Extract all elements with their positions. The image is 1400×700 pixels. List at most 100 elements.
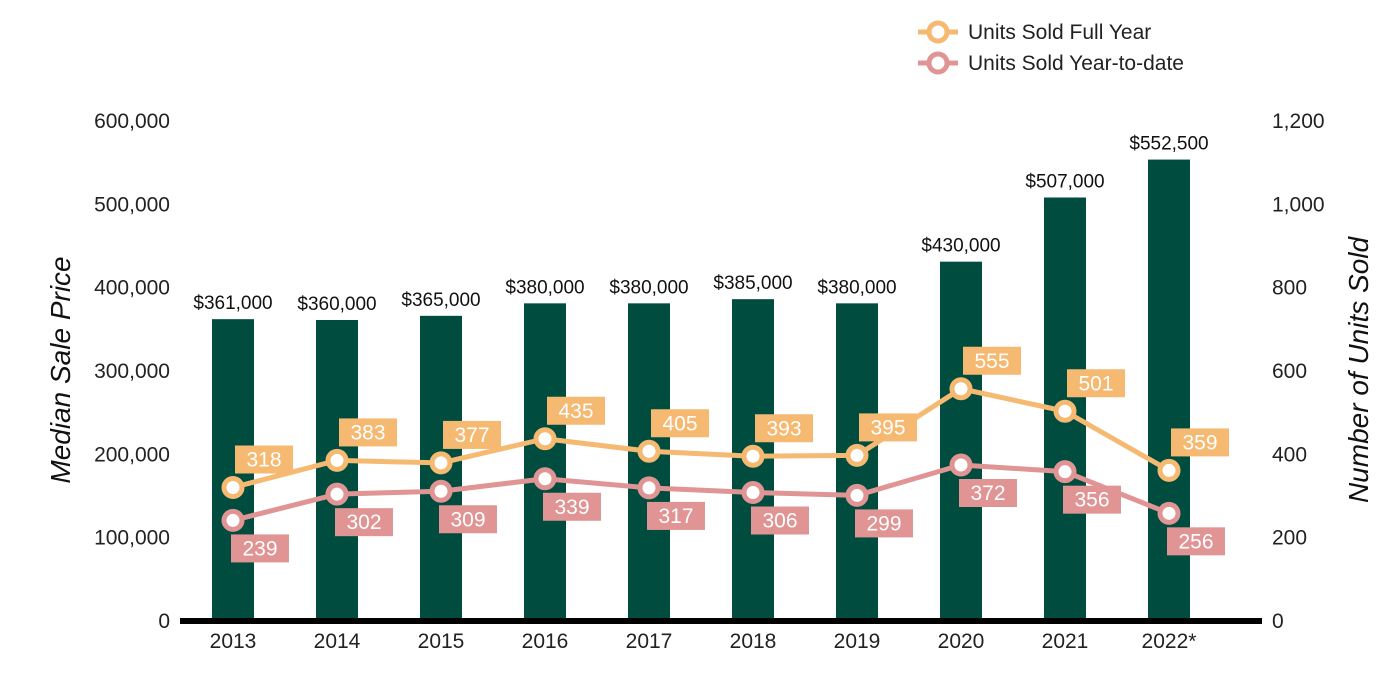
data-label: 239 — [242, 537, 277, 560]
bar — [524, 303, 566, 620]
series-point — [429, 451, 453, 475]
y2-tick-label: 200 — [1272, 527, 1307, 550]
series-point — [221, 476, 245, 499]
data-label-box — [859, 413, 917, 442]
legend-label: Units Sold Full Year — [968, 21, 1151, 44]
x-tick-label: 2020 — [938, 630, 985, 653]
data-label: 405 — [662, 412, 697, 435]
y2-tick-label: 600 — [1272, 360, 1307, 383]
data-label: 309 — [450, 508, 485, 531]
legend-swatch-marker — [926, 20, 950, 44]
y-tick-label: 500,000 — [94, 193, 170, 216]
y-tick-label: 300,000 — [94, 360, 170, 383]
legend-swatch-marker — [926, 51, 950, 75]
bar-value-label: $507,000 — [1025, 172, 1104, 193]
data-label: 256 — [1178, 530, 1213, 553]
data-label: 395 — [870, 416, 905, 439]
y-tick-label: 600,000 — [94, 110, 170, 133]
data-label-box — [751, 506, 809, 535]
bar-value-label: $380,000 — [505, 277, 584, 298]
x-tick-label: 2016 — [522, 630, 569, 653]
bar — [940, 261, 982, 620]
data-label: 339 — [554, 496, 589, 519]
bar-value-label: $361,000 — [193, 293, 272, 314]
data-label-box — [1063, 485, 1121, 514]
series-point — [741, 481, 765, 504]
bar-value-label: $430,000 — [921, 236, 1000, 257]
data-label-box — [963, 346, 1021, 375]
bar-value-label: $552,500 — [1129, 134, 1208, 155]
data-label-box — [651, 409, 709, 438]
series-point — [637, 476, 661, 500]
data-label: 317 — [658, 505, 693, 528]
data-label: 372 — [970, 482, 1005, 505]
series-point — [325, 448, 349, 472]
data-label: 393 — [766, 417, 801, 440]
series-line — [232, 462, 1170, 523]
data-label-box — [1067, 369, 1125, 398]
legend-label: Units Sold Year-to-date — [968, 52, 1184, 75]
bar-value-label: $385,000 — [713, 273, 792, 294]
y2-tick-label: 1,200 — [1272, 110, 1325, 133]
y-tick-label: 200,000 — [94, 443, 170, 466]
series-point — [845, 483, 869, 507]
data-label-box — [231, 534, 289, 563]
series-point — [845, 443, 869, 467]
y-tick-label: 400,000 — [94, 277, 170, 300]
data-label-box — [543, 492, 601, 521]
bar-value-label: $360,000 — [297, 294, 376, 315]
y2-axis-title: Number of Units Sold — [1343, 236, 1374, 504]
lines: 318 383 377 435 405 393 395 555 501 359 239 302 309 3… — [221, 346, 1229, 563]
y2-axis-ticks: 0 200 400 600 800 1,000 1,200 — [1272, 110, 1325, 633]
data-label-box — [443, 420, 501, 449]
series-point — [1157, 501, 1181, 525]
data-label: 302 — [346, 511, 381, 534]
series-point — [533, 427, 557, 451]
series-point — [637, 439, 661, 463]
y2-tick-label: 400 — [1272, 443, 1307, 466]
data-label-box — [959, 479, 1017, 507]
series-point — [1053, 399, 1077, 423]
data-label: 383 — [350, 421, 385, 444]
data-label: 306 — [762, 510, 797, 533]
data-label: 299 — [866, 512, 901, 535]
series-point — [949, 453, 973, 477]
y2-tick-label: 1,000 — [1272, 193, 1325, 216]
series-point — [949, 377, 973, 401]
data-label: 318 — [246, 449, 281, 472]
series-point — [1157, 458, 1181, 482]
data-label-box — [647, 501, 705, 530]
data-label-box — [855, 509, 913, 538]
x-tick-label: 2018 — [730, 630, 777, 653]
x-tick-label: 2022* — [1142, 630, 1197, 653]
data-label: 359 — [1182, 431, 1217, 454]
series-point — [533, 467, 557, 491]
x-tick-label: 2019 — [834, 630, 881, 653]
legend: Units Sold Full Year Units Sold Year-to-d… — [918, 20, 1184, 75]
data-label-box — [335, 508, 393, 537]
x-tick-label: 2013 — [210, 630, 257, 653]
x-tick-label: 2021 — [1042, 630, 1089, 653]
y2-tick-label: 800 — [1272, 277, 1307, 300]
data-label-box — [755, 414, 813, 443]
data-label: 356 — [1074, 489, 1109, 512]
series-point — [741, 444, 765, 468]
data-label-box — [339, 418, 397, 447]
bar-value-label: $365,000 — [401, 290, 480, 311]
x-tick-label: 2015 — [418, 630, 465, 653]
series-point — [1053, 460, 1077, 484]
data-label-box — [1167, 527, 1225, 556]
y-axis-ticks: 0 100,000 200,000 300,000 400,000 500,000 600,… — [94, 110, 170, 633]
x-tick-label: 2017 — [626, 630, 673, 653]
x-tick-label: 2014 — [314, 630, 361, 653]
y2-tick-label: 0 — [1272, 610, 1284, 633]
series-point — [325, 482, 349, 506]
bar-value-label: $380,000 — [817, 277, 896, 298]
bar-value-label: $380,000 — [609, 277, 688, 298]
series-point — [221, 508, 245, 532]
x-axis-ticks: 2013 2014 2015 2016 2017 2018 2019 2020 2021 2022… — [210, 630, 1197, 653]
y-axis-title: Median Sale Price — [45, 256, 76, 483]
data-label-box — [547, 396, 605, 425]
data-label-box — [1171, 428, 1229, 457]
